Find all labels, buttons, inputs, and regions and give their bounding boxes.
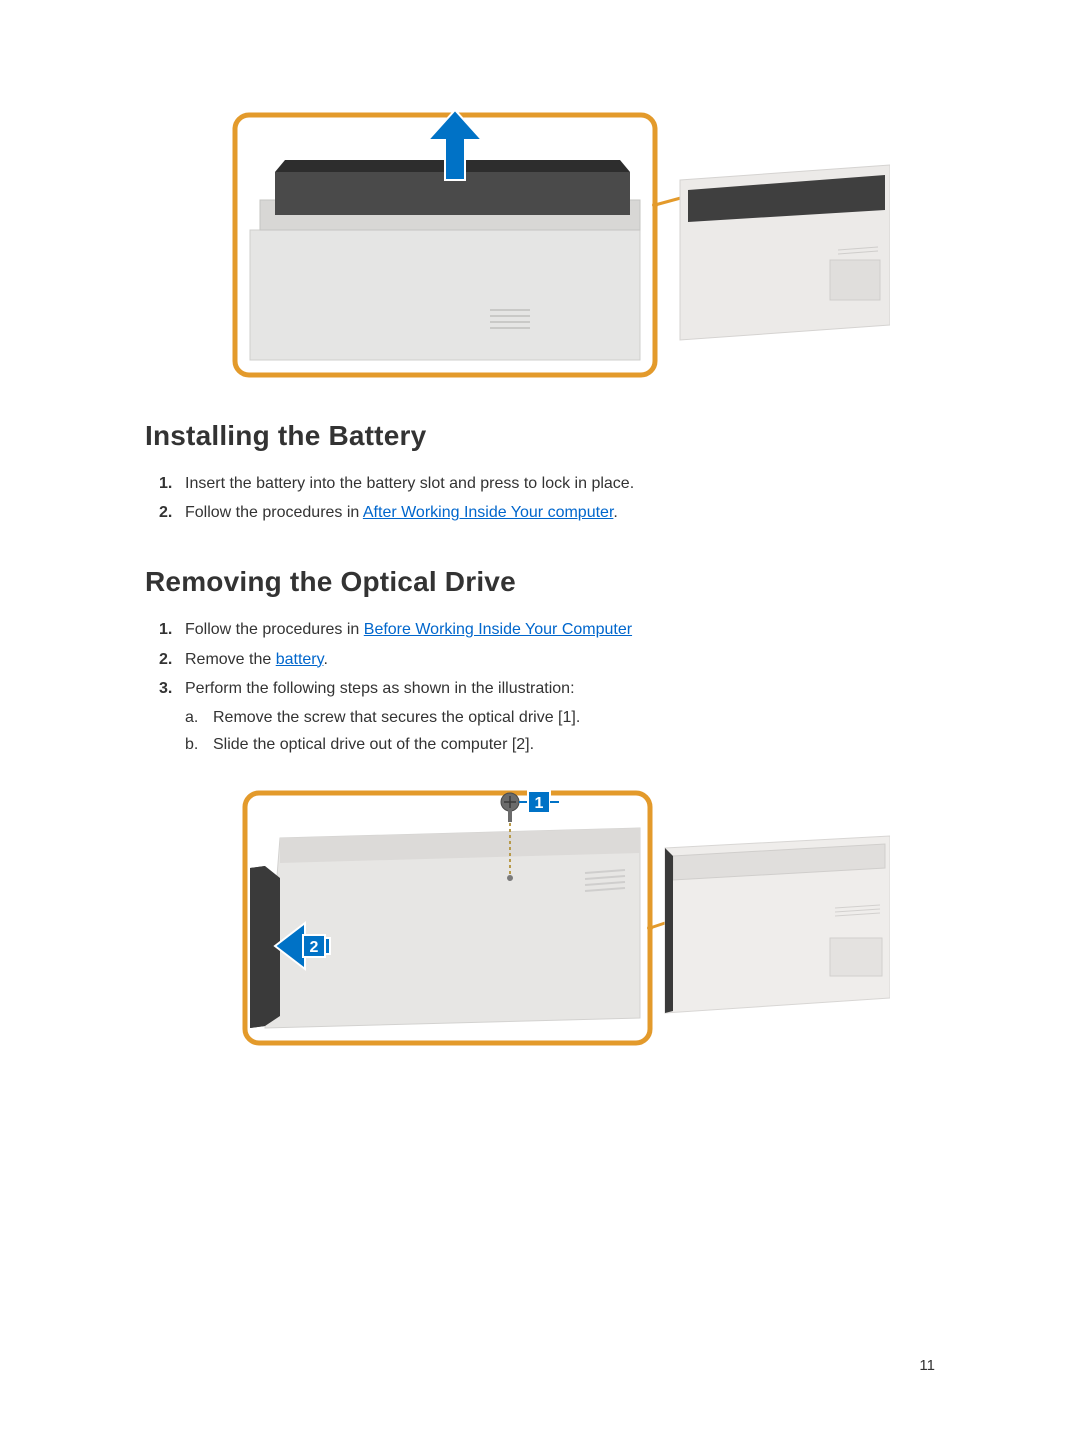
heading-installing-battery: Installing the Battery xyxy=(145,420,935,452)
document-page: Installing the Battery Insert the batter… xyxy=(0,0,1080,1434)
step-item: Follow the procedures in After Working I… xyxy=(145,499,935,526)
step-text: Perform the following steps as shown in … xyxy=(185,680,575,697)
link-before-working[interactable]: Before Working Inside Your Computer xyxy=(364,621,632,638)
callout-text: 2 xyxy=(310,939,319,956)
step-item: Follow the procedures in Before Working … xyxy=(145,616,935,643)
page-number: 11 xyxy=(919,1357,935,1374)
link-after-working[interactable]: After Working Inside Your computer xyxy=(363,504,614,521)
laptop-inset xyxy=(680,165,890,340)
step-item: Remove the battery. xyxy=(145,646,935,673)
heading-removing-optical: Removing the Optical Drive xyxy=(145,566,935,598)
figure-battery-removal xyxy=(145,110,935,380)
substeps: Remove the screw that secures the optica… xyxy=(185,704,935,758)
callout-text: 1 xyxy=(535,795,544,812)
step-text-after: . xyxy=(323,651,327,668)
step-text: Insert the battery into the battery slot… xyxy=(185,475,634,492)
substep-item: Remove the screw that secures the optica… xyxy=(185,704,935,731)
step-text-after: . xyxy=(613,504,617,521)
laptop-inset xyxy=(665,836,890,1013)
step-text: Remove the xyxy=(185,651,276,668)
figure-battery-svg xyxy=(190,110,890,380)
link-battery[interactable]: battery xyxy=(276,651,324,668)
figure-optical-drive: 1 2 xyxy=(145,788,935,1048)
figure-optical-svg: 1 2 xyxy=(190,788,890,1048)
callout-label-2: 2 xyxy=(303,935,325,957)
steps-installing-battery: Insert the battery into the battery slot… xyxy=(145,470,935,526)
laptop-base-main xyxy=(250,828,640,1028)
steps-removing-optical: Follow the procedures in Before Working … xyxy=(145,616,935,758)
step-text: Follow the procedures in xyxy=(185,504,363,521)
step-item: Insert the battery into the battery slot… xyxy=(145,470,935,497)
step-text: Follow the procedures in xyxy=(185,621,364,638)
substep-item: Slide the optical drive out of the compu… xyxy=(185,731,935,758)
laptop-base-main xyxy=(250,160,640,360)
step-item: Perform the following steps as shown in … xyxy=(145,675,935,759)
